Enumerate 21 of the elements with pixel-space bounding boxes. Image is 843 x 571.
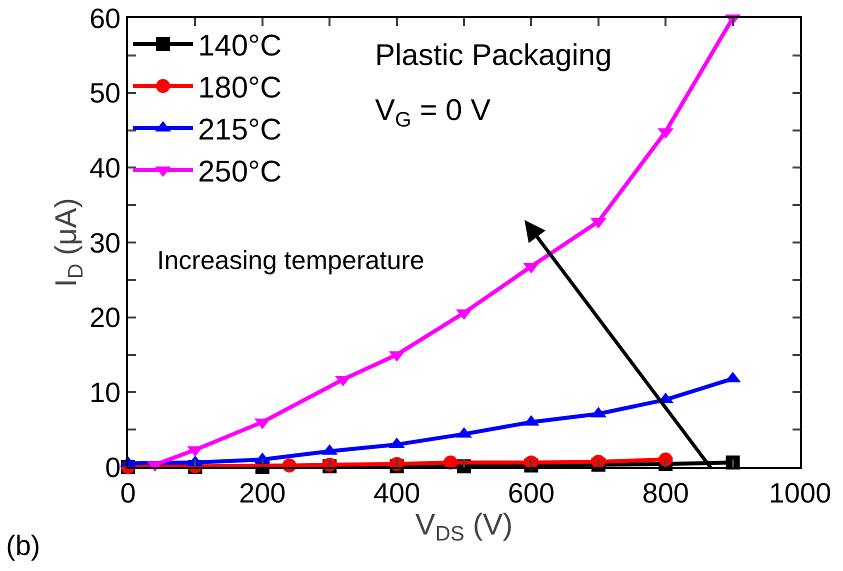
- legend-label: 180°C: [198, 72, 282, 105]
- x-tick-label: 600: [508, 477, 555, 508]
- x-tick-label: 400: [373, 477, 420, 508]
- y-tick-label: 40: [89, 152, 121, 184]
- y-tick-label: 60: [89, 2, 121, 34]
- y-tick-label: 50: [89, 78, 121, 109]
- x-tick-label: 200: [239, 477, 286, 508]
- y-tick-label: 0: [105, 452, 121, 483]
- x-tick-label: 1000: [768, 477, 832, 508]
- legend-label: 215°C: [198, 114, 282, 147]
- annotation: Increasing temperature: [157, 245, 424, 275]
- legend-label: 250°C: [198, 156, 282, 189]
- annotation: Plastic Packaging: [375, 39, 612, 72]
- x-axis-title: V$_{DS}$ (V): [415, 508, 513, 546]
- x-tick-label: 800: [642, 477, 689, 508]
- y-tick-label: 20: [89, 302, 121, 334]
- y-tick-label: 10: [89, 376, 121, 408]
- annotation: V$_{G}$ = 0 V: [375, 94, 491, 132]
- legend-label: 140°C: [198, 30, 282, 63]
- y-tick-label: 30: [89, 227, 121, 258]
- text: (b): [6, 530, 40, 561]
